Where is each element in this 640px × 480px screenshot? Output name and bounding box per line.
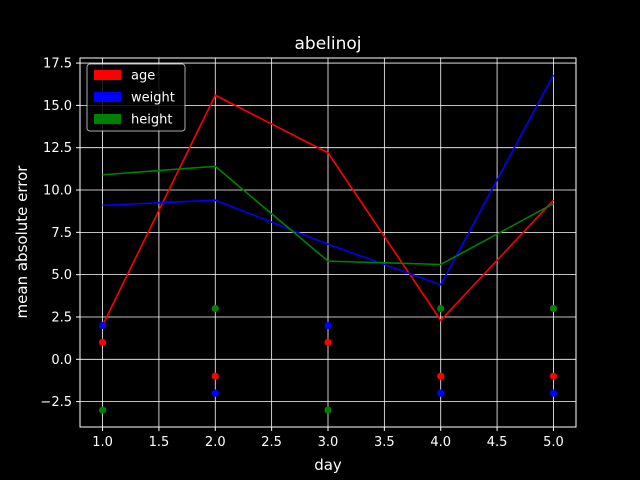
scatter-point-age [437, 372, 445, 380]
scatter-point-height [98, 406, 107, 414]
y-tick-label: 15.0 [43, 99, 72, 114]
legend: age weight height [86, 63, 186, 132]
y-tick-label: −2.5 [40, 395, 72, 410]
y-axis: −2.5 0.0 2.5 5.0 7.5 10.0 12.5 15.0 17.5 [40, 57, 80, 410]
scatter-point-weight [211, 389, 219, 397]
y-tick-label: 0.0 [51, 353, 72, 368]
scatter-point-height [324, 406, 332, 414]
x-axis-title: day [314, 456, 342, 474]
scatter-point-age [324, 338, 332, 346]
legend-label-age: age [131, 69, 155, 84]
y-tick-label: 5.0 [51, 268, 72, 283]
y-tick-label: 17.5 [43, 57, 72, 72]
x-axis: 1.0 1.5 2.0 2.5 3.0 3.5 4.0 4.5 5.0 [92, 427, 564, 450]
scatter-point-age [549, 372, 558, 380]
legend-swatch-weight [94, 92, 121, 102]
scatter-point-weight [549, 389, 558, 397]
x-tick-label: 4.5 [487, 435, 508, 450]
x-tick-label: 3.0 [318, 435, 339, 450]
x-tick-label: 3.5 [374, 435, 395, 450]
series-line-age [101, 94, 555, 326]
legend-swatch-age [94, 70, 121, 80]
series-line-height [102, 165, 554, 266]
y-tick-label: 10.0 [43, 184, 72, 199]
series-line-weight [102, 74, 555, 286]
legend-label-weight: weight [131, 91, 175, 106]
y-tick-label: 12.5 [43, 141, 72, 156]
series-lines [101, 74, 555, 326]
grid [80, 58, 576, 427]
scatter-point-weight [324, 321, 332, 330]
scatter-point-height [437, 304, 445, 313]
x-tick-label: 4.0 [430, 435, 451, 450]
y-tick-label: 7.5 [51, 226, 72, 241]
scatter-point-height [549, 304, 558, 313]
scatter-point-weight [98, 321, 107, 330]
scatter-point-weight [437, 389, 445, 397]
scatter-point-height [211, 304, 219, 313]
scatter-point-age [98, 338, 107, 346]
scatter-points [98, 304, 558, 414]
x-tick-label: 2.5 [261, 435, 282, 450]
chart-title: abelinoj [294, 34, 361, 54]
x-tick-label: 5.0 [543, 435, 564, 450]
y-axis-title: mean absolute error [13, 165, 31, 319]
scatter-point-age [211, 372, 219, 380]
x-tick-label: 1.5 [149, 435, 170, 450]
x-tick-label: 2.0 [205, 435, 226, 450]
y-tick-label: 2.5 [51, 310, 72, 325]
x-tick-label: 1.0 [92, 435, 113, 450]
legend-swatch-height [94, 114, 121, 124]
legend-label-height: height [131, 113, 172, 128]
